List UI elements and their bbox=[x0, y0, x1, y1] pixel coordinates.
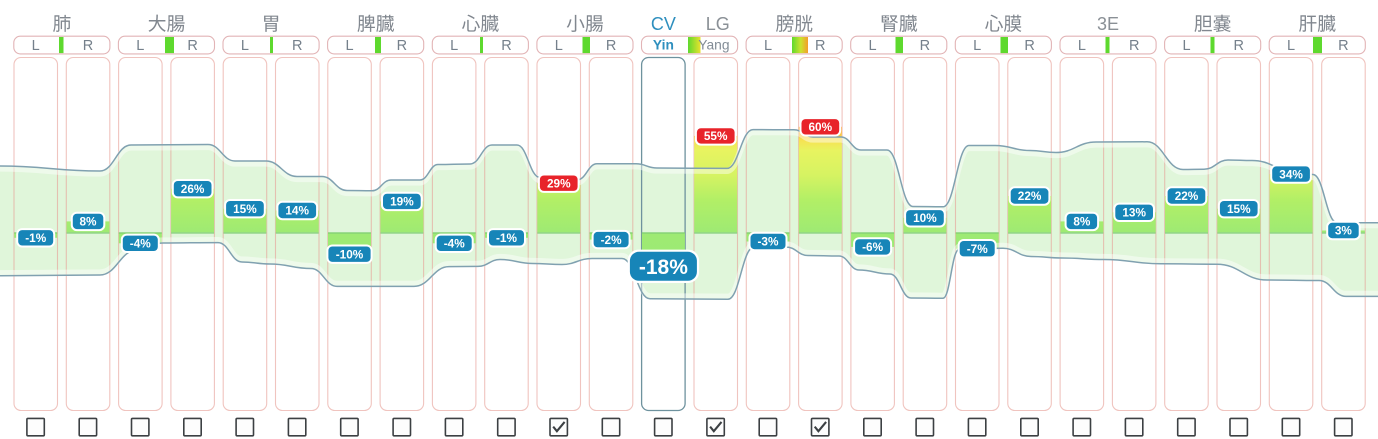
svg-text:8%: 8% bbox=[1073, 215, 1091, 229]
svg-text:L: L bbox=[1182, 38, 1190, 54]
svg-text:L: L bbox=[136, 38, 144, 54]
svg-text:29%: 29% bbox=[547, 176, 571, 190]
svg-text:L: L bbox=[450, 38, 458, 54]
svg-text:15%: 15% bbox=[1227, 202, 1251, 216]
svg-text:22%: 22% bbox=[1175, 189, 1199, 203]
svg-text:R: R bbox=[1338, 38, 1348, 54]
svg-text:R: R bbox=[501, 38, 511, 54]
svg-text:-18%: -18% bbox=[639, 256, 688, 279]
svg-text:-1%: -1% bbox=[25, 231, 46, 245]
svg-text:-3%: -3% bbox=[758, 235, 779, 249]
svg-text:L: L bbox=[345, 38, 353, 54]
svg-text:L: L bbox=[764, 38, 772, 54]
svg-text:13%: 13% bbox=[1122, 206, 1146, 220]
svg-text:10%: 10% bbox=[913, 211, 937, 225]
svg-text:R: R bbox=[920, 38, 930, 54]
svg-text:34%: 34% bbox=[1279, 167, 1303, 181]
svg-text:26%: 26% bbox=[181, 182, 205, 196]
svg-text:-2%: -2% bbox=[601, 233, 622, 247]
svg-text:3%: 3% bbox=[1335, 224, 1353, 238]
svg-text:R: R bbox=[187, 38, 197, 54]
svg-text:L: L bbox=[1287, 38, 1295, 54]
svg-text:L: L bbox=[32, 38, 40, 54]
svg-text:R: R bbox=[292, 38, 302, 54]
svg-text:L: L bbox=[1078, 38, 1086, 54]
svg-text:L: L bbox=[869, 38, 877, 54]
svg-text:-6%: -6% bbox=[862, 240, 883, 254]
svg-text:19%: 19% bbox=[390, 195, 414, 209]
svg-text:-7%: -7% bbox=[967, 242, 988, 256]
svg-text:L: L bbox=[973, 38, 981, 54]
svg-text:3E: 3E bbox=[1097, 14, 1119, 34]
svg-text:L: L bbox=[555, 38, 563, 54]
svg-text:R: R bbox=[1129, 38, 1139, 54]
svg-text:55%: 55% bbox=[704, 129, 728, 143]
svg-text:60%: 60% bbox=[808, 120, 832, 134]
svg-text:-4%: -4% bbox=[444, 237, 465, 251]
svg-text:-10%: -10% bbox=[336, 247, 364, 261]
svg-text:L: L bbox=[241, 38, 249, 54]
svg-text:R: R bbox=[1234, 38, 1244, 54]
svg-text:R: R bbox=[83, 38, 93, 54]
svg-text:R: R bbox=[815, 38, 825, 54]
svg-text:LG: LG bbox=[706, 14, 730, 34]
svg-text:-1%: -1% bbox=[496, 231, 517, 245]
svg-text:14%: 14% bbox=[285, 204, 309, 218]
svg-text:8%: 8% bbox=[79, 215, 97, 229]
svg-text:R: R bbox=[606, 38, 616, 54]
svg-text:Yang: Yang bbox=[698, 38, 729, 53]
svg-text:15%: 15% bbox=[233, 202, 257, 216]
svg-text:R: R bbox=[397, 38, 407, 54]
svg-text:-4%: -4% bbox=[130, 237, 151, 251]
svg-text:R: R bbox=[1024, 38, 1034, 54]
svg-text:Yin: Yin bbox=[653, 38, 674, 53]
svg-text:22%: 22% bbox=[1018, 189, 1042, 203]
svg-text:CV: CV bbox=[651, 14, 676, 34]
